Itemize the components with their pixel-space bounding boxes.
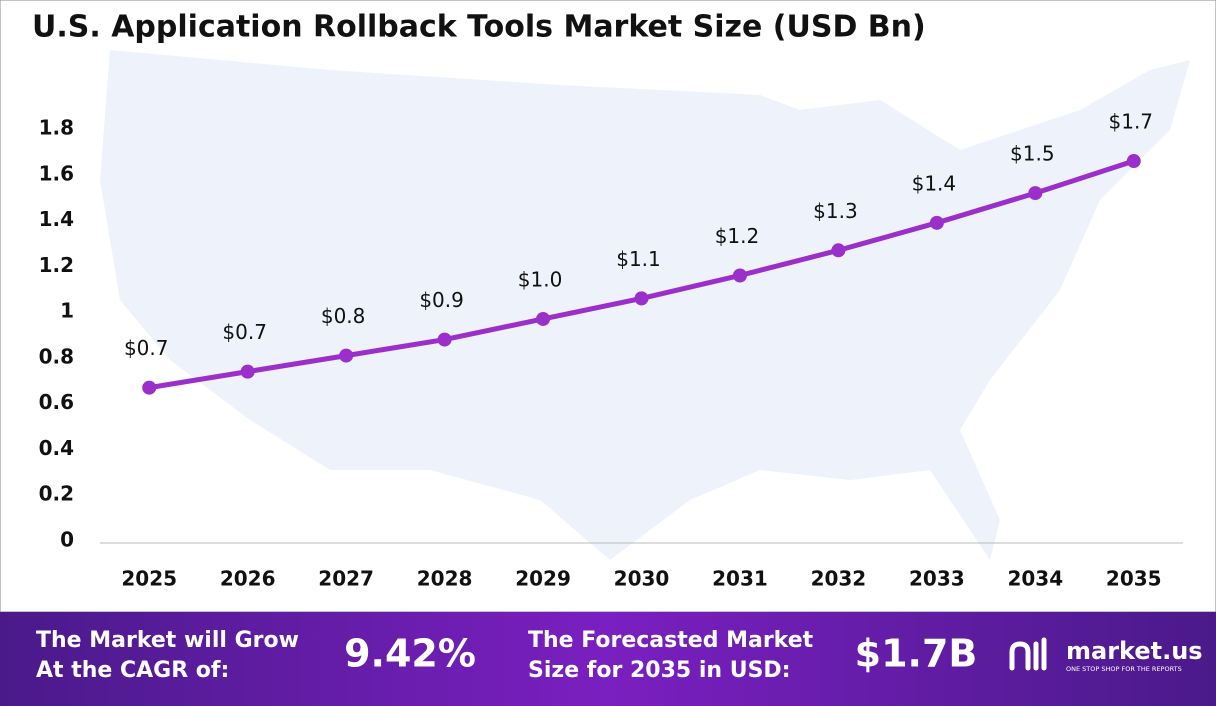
- footer-label: The Forecasted Market: [528, 628, 814, 653]
- y-tick-label: 1.6: [39, 161, 74, 185]
- y-tick-label: 1: [60, 299, 74, 323]
- footer-label: The Market will Grow: [36, 628, 299, 653]
- forecast-value: $1.7B: [855, 632, 978, 676]
- point: [929, 215, 944, 230]
- y-tick-label: 0: [60, 528, 74, 552]
- data-label: $1.2: [715, 224, 760, 248]
- y-tick-label: 1.4: [39, 207, 74, 231]
- data-label: $1.0: [518, 267, 563, 291]
- y-tick-label: 1.2: [39, 253, 74, 277]
- x-tick-label: 2025: [121, 567, 177, 591]
- y-tick-label: 0.6: [39, 390, 74, 414]
- y-tick-label: 0.4: [39, 436, 74, 460]
- point: [1126, 154, 1141, 169]
- data-label: $0.7: [124, 336, 169, 360]
- point: [339, 348, 354, 363]
- footer-label: Size for 2035 in USD:: [528, 658, 791, 683]
- data-label: $0.8: [321, 304, 366, 328]
- data-label: $1.7: [1109, 110, 1154, 134]
- data-label: $1.1: [616, 247, 661, 271]
- x-tick-label: 2034: [1007, 567, 1063, 591]
- data-label: $1.3: [813, 199, 858, 223]
- x-tick-label: 2026: [220, 567, 276, 591]
- point: [1028, 186, 1043, 201]
- x-tick-label: 2027: [318, 567, 374, 591]
- brand-name: market.us: [1066, 637, 1203, 665]
- point: [240, 364, 255, 379]
- footer-label: At the CAGR of:: [36, 658, 229, 683]
- brand-tagline: ONE STOP SHOP FOR THE REPORTS: [1066, 665, 1182, 673]
- x-tick-label: 2030: [614, 567, 670, 591]
- data-label: $1.5: [1010, 142, 1055, 166]
- x-tick-label: 2031: [712, 567, 768, 591]
- data-label: $0.9: [419, 288, 464, 312]
- point: [536, 311, 551, 326]
- x-tick-label: 2035: [1106, 567, 1162, 591]
- y-tick-label: 0.2: [39, 482, 74, 506]
- map-background: [100, 50, 1190, 560]
- x-tick-label: 2028: [417, 567, 473, 591]
- point: [142, 380, 157, 395]
- chart-title: U.S. Application Rollback Tools Market S…: [32, 10, 926, 45]
- cagr-value: 9.42%: [344, 632, 476, 676]
- data-label: $1.4: [912, 171, 957, 195]
- y-tick-label: 1.8: [39, 116, 74, 140]
- data-label: $0.7: [222, 320, 267, 344]
- point: [732, 268, 747, 283]
- point: [634, 291, 649, 306]
- x-tick-label: 2029: [515, 567, 571, 591]
- y-tick-label: 0.8: [39, 344, 74, 368]
- point: [831, 243, 846, 258]
- x-tick-label: 2033: [909, 567, 965, 591]
- brand-logo: [1009, 637, 1047, 671]
- point: [437, 332, 452, 347]
- x-tick-label: 2032: [811, 567, 867, 591]
